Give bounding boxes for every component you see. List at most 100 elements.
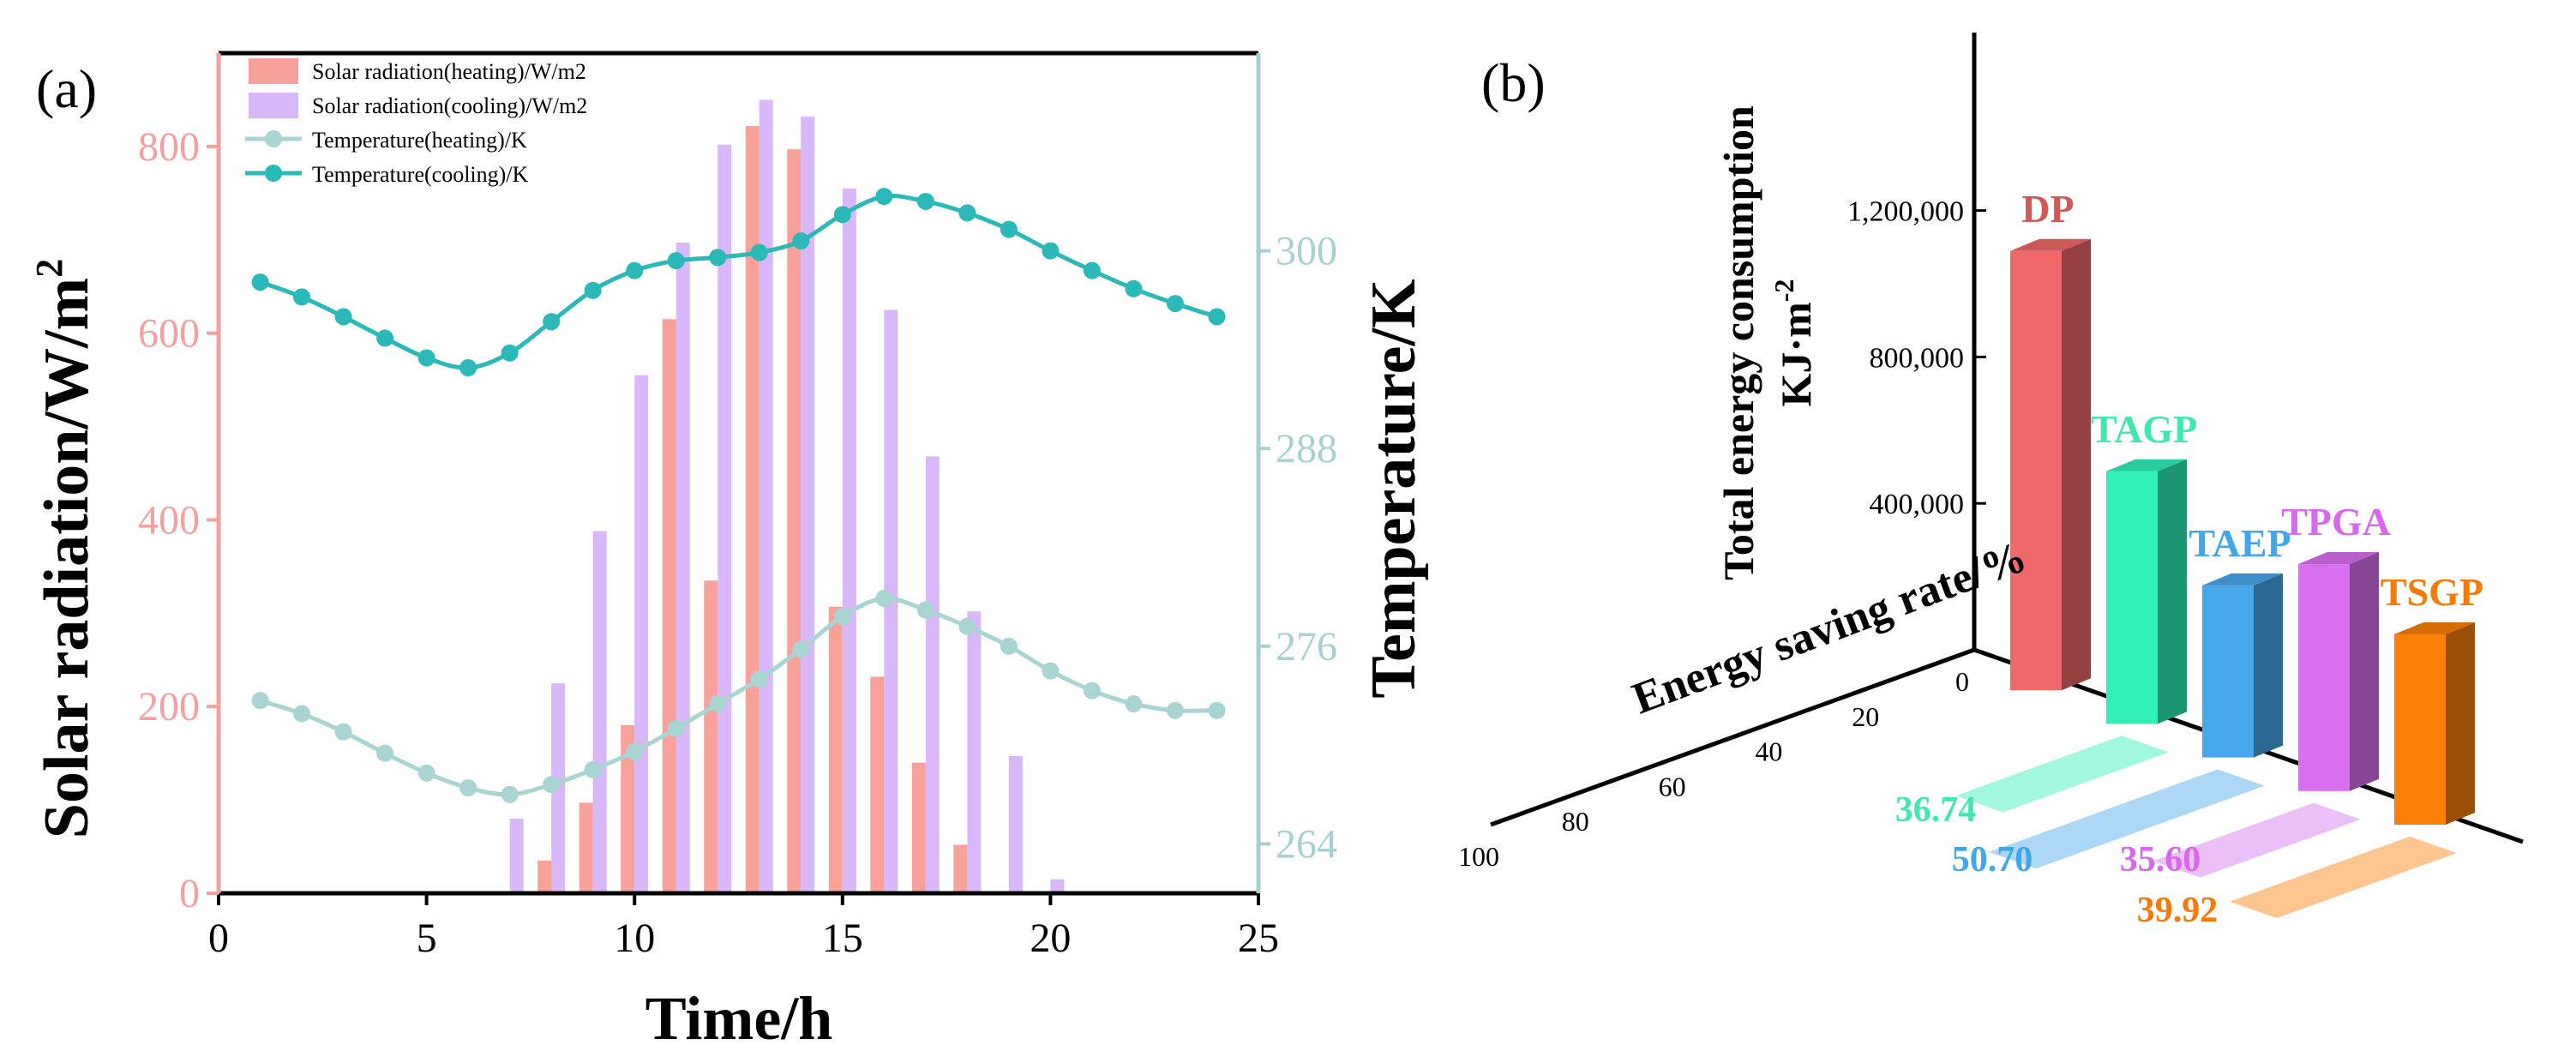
saving-rate-bar-TSGP — [2229, 836, 2457, 919]
y-left-tick-label-800: 800 — [138, 124, 200, 170]
cooling-bar-9 — [592, 531, 607, 893]
depth-axis — [1490, 647, 1975, 827]
panel-a-ticks: 0 5 10 15 20 25 0 200 400 600 800 264 276 288 300 — [138, 124, 1337, 961]
temperature-cooling-point-7 — [501, 344, 519, 362]
temperature-heating-point-1 — [251, 692, 269, 710]
y-right-tick-label-288: 288 — [1276, 426, 1337, 471]
temperature-cooling-point-17 — [916, 192, 934, 210]
y-axis-left-title: Solar radiation/W/m2 — [28, 259, 102, 838]
panel-b-label: (b) — [1481, 52, 1546, 113]
energy-bar-DP — [2010, 250, 2062, 691]
saving-rate-label-TAEP: 50.70 — [1952, 840, 2033, 880]
y-right-tick-label-264: 264 — [1276, 821, 1337, 867]
x-tick-label-10: 10 — [614, 916, 655, 961]
heating-bar-9 — [579, 802, 593, 893]
temperature-heating-point-21 — [1083, 682, 1101, 700]
heating-bars — [537, 125, 968, 894]
legend-heating-temperature-swatch-dot — [265, 130, 282, 147]
legend-heating-radiation-swatch — [249, 58, 298, 84]
cooling-bar-10 — [634, 375, 649, 894]
legend-cooling-radiation-swatch — [249, 93, 298, 118]
temperature-cooling-point-13 — [750, 243, 768, 261]
temperature-heating-point-3 — [334, 723, 352, 741]
cooling-bar-18 — [967, 611, 982, 893]
temperature-heating-point-18 — [958, 617, 976, 635]
y-left-tick-label-400: 400 — [138, 497, 200, 543]
depth-tick-label-5: 100 — [1458, 841, 1499, 872]
temperature-cooling-point-18 — [958, 204, 976, 222]
temperature-cooling-point-1 — [251, 273, 269, 291]
energy-bar-TAEP-side — [2254, 573, 2283, 758]
z-axis-unit-main: KJ·m — [1772, 302, 1820, 406]
temperature-cooling-point-23 — [1166, 295, 1184, 313]
panel-a-axes — [216, 51, 1261, 896]
temperature-cooling-point-11 — [667, 252, 685, 270]
temperature-cooling-point-6 — [459, 359, 477, 377]
energy-bar-TAGP — [2106, 471, 2158, 724]
z-axis-unit-sup: -2 — [1768, 279, 1799, 303]
temperature-heating-point-12 — [709, 695, 727, 713]
heating-bar-11 — [662, 319, 676, 893]
x-tick-label-5: 5 — [417, 916, 437, 961]
energy-bar-TAGP-side — [2158, 459, 2187, 724]
temperature-heating-point-9 — [584, 760, 602, 778]
y-axis-left-title-sup: 2 — [28, 259, 70, 278]
temperature-heating-point-22 — [1125, 695, 1143, 713]
saving-rate-bar-TAGP — [1955, 736, 2169, 813]
energy-bars — [2010, 238, 2475, 825]
temperature-cooling-point-12 — [709, 249, 727, 267]
z-tick-label-1: 800,000 — [1870, 342, 1965, 374]
depth-tick-label-4: 80 — [1562, 806, 1589, 837]
y-right-tick-label-300: 300 — [1276, 229, 1337, 274]
energy-bar-TPGA — [2298, 564, 2350, 791]
temperature-cooling-point-9 — [584, 281, 602, 299]
temperature-heating-point-10 — [626, 742, 644, 760]
cooling-bar-11 — [676, 243, 690, 893]
temperature-cooling-line — [259, 194, 1218, 370]
energy-bar-TPGA-top — [2298, 552, 2379, 565]
y-axis-right-title: Temperature/K — [1359, 279, 1429, 698]
energy-bar-TPGA-side — [2350, 552, 2379, 791]
energy-bar-label-TAGP: TAGP — [2091, 407, 2197, 451]
energy-bar-TAEP-top — [2202, 573, 2283, 586]
panel-a-legend: Solar radiation(heating)/W/m2 Solar radia… — [245, 58, 587, 187]
y-right-tick-label-276: 276 — [1276, 624, 1337, 670]
temperature-cooling-point-24 — [1208, 308, 1226, 326]
x-axis-title: Time/h — [646, 984, 833, 1053]
saving-rate-bar-TPGA — [2153, 802, 2361, 878]
energy-bar-TAGP-top — [2106, 459, 2187, 471]
temperature-cooling-point-8 — [543, 313, 561, 331]
depth-tick-label-1: 20 — [1852, 701, 1879, 732]
temperature-cooling-point-19 — [1000, 220, 1018, 238]
energy-bar-TSGP-top — [2394, 622, 2475, 634]
depth-tick-label-0: 0 — [1955, 666, 1969, 697]
x-tick-label-25: 25 — [1238, 916, 1279, 961]
heating-bar-16 — [870, 676, 885, 893]
temperature-heating-point-17 — [916, 601, 934, 619]
y-left-tick-label-200: 200 — [138, 684, 200, 730]
temperature-heating-point-15 — [833, 608, 851, 626]
saving-rate-label-TPGA: 35.60 — [2120, 840, 2201, 880]
temperature-heating-point-24 — [1208, 701, 1226, 719]
heating-bar-12 — [704, 580, 718, 893]
temperature-heating-point-23 — [1166, 701, 1184, 719]
temperature-heating-point-14 — [792, 640, 810, 658]
temperature-cooling-point-22 — [1125, 279, 1143, 297]
energy-bar-DP-top — [2010, 238, 2091, 251]
cooling-bar-14 — [801, 117, 815, 894]
energy-bar-label-TAEP: TAEP — [2189, 521, 2291, 565]
temperature-heating-point-11 — [667, 719, 685, 737]
energy-bar-DP-side — [2062, 238, 2091, 691]
energy-bar-TAEP — [2202, 585, 2254, 758]
heating-bar-10 — [621, 725, 635, 893]
cooling-bar-17 — [925, 456, 940, 893]
z-axis-title: Total energy consumption — [1714, 105, 1762, 580]
legend-cooling-radiation-label: Solar radiation(cooling)/W/m2 — [312, 93, 587, 118]
x-tick-label-15: 15 — [822, 916, 863, 961]
panel-a-label: (a) — [36, 58, 97, 119]
temperature-cooling-point-5 — [417, 349, 435, 367]
temperature-heating-point-20 — [1042, 662, 1060, 680]
x-tick-label-0: 0 — [208, 916, 229, 961]
y-left-tick-label-600: 600 — [138, 311, 200, 357]
